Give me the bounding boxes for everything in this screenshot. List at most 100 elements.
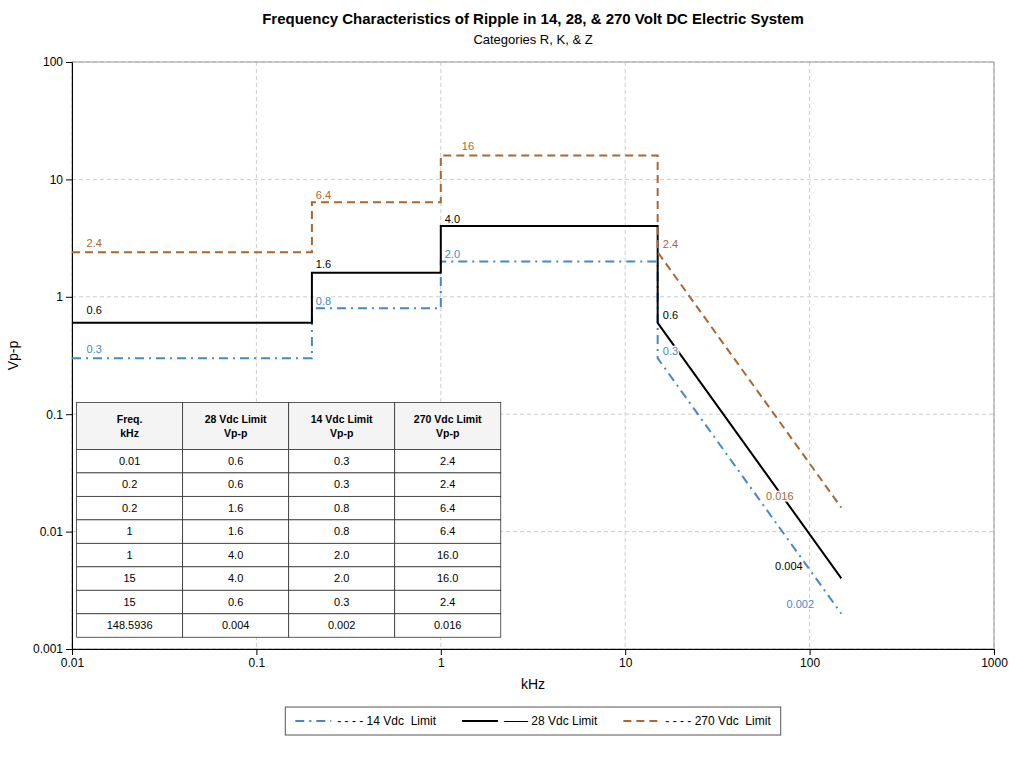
table-text: 4.0 [228, 572, 243, 584]
grid-line-x [809, 62, 810, 649]
tick-label: 100 [43, 55, 63, 69]
x-axis-tick: 0.1 [249, 649, 266, 670]
table-text: 0.002 [328, 619, 356, 631]
x-axis-tick: 100 [800, 649, 820, 670]
table-text: 16.0 [437, 572, 458, 584]
tick-mark [66, 62, 72, 63]
table-cell [183, 473, 289, 496]
table-header-text: Vp-p [330, 427, 353, 439]
annotation: 0.6 [663, 309, 678, 321]
tick-label: 1 [56, 290, 63, 304]
tick-mark [810, 649, 811, 655]
subtitle: Categories R, K, & Z [473, 32, 592, 47]
x-axis-tick: 10 [619, 649, 633, 670]
x-axis-tick: 1000 [981, 649, 1008, 670]
table-text: 148.5936 [107, 619, 153, 631]
legend-swatch [623, 720, 659, 722]
table-text: 0.016 [434, 619, 462, 631]
table-header-text: 28 Vdc Limit [205, 413, 267, 425]
legend: - - - - 14 Vdc Limit —— 28 Vdc Limit - - -… [285, 707, 780, 735]
y-axis-tick: 0.1 [46, 408, 72, 422]
table-text: 0.8 [334, 525, 349, 537]
table-cell [289, 614, 395, 637]
table-text: 0.3 [334, 455, 349, 467]
table-text: 15 [124, 572, 136, 584]
tick-label: 0.01 [61, 656, 85, 670]
legend-item: - - - - 270 Vdc Limit [623, 714, 771, 728]
annotation: 6.4 [316, 189, 331, 201]
table-text: 0.004 [222, 619, 250, 631]
tick-label: 0.1 [46, 408, 63, 422]
table-cell [395, 567, 501, 590]
table-cell [77, 543, 183, 566]
y-axis-tick: 100 [43, 55, 72, 69]
table-cell [289, 473, 395, 496]
table-text: 4.0 [228, 549, 243, 561]
grid-line-x [625, 62, 626, 649]
table-cell [77, 590, 183, 613]
table-text: 1.6 [228, 525, 243, 537]
table-text: 0.6 [228, 596, 243, 608]
table-text: 0.01 [119, 455, 140, 467]
table-text: 0.2 [122, 478, 137, 490]
annotation: 0.3 [87, 343, 102, 355]
grid [72, 62, 994, 649]
table-cell [183, 520, 289, 543]
tick-label: 10 [619, 656, 633, 670]
series-line [72, 261, 841, 613]
series-line [72, 226, 841, 578]
grid-line-y [72, 179, 994, 180]
table-cell [183, 590, 289, 613]
table-cell [289, 590, 395, 613]
table-text: 2.4 [440, 596, 455, 608]
annotation: 0.8 [316, 295, 331, 307]
table-cell [395, 543, 501, 566]
table-header-text: 270 Vdc Limit [414, 413, 482, 425]
table-cell [77, 496, 183, 519]
y-axis-tick: 1 [56, 290, 72, 304]
annotation: 0.6 [87, 304, 102, 316]
annotation: 4.0 [445, 213, 460, 225]
tick-mark [256, 649, 257, 655]
table-header-cell [395, 402, 501, 449]
y-axis-tick: 0.001 [33, 642, 72, 656]
table-text: 0.8 [334, 502, 349, 514]
table-cell [77, 449, 183, 472]
table-text: 2.4 [440, 455, 455, 467]
y-axis-tick: 10 [50, 173, 72, 187]
table-text: 0.3 [334, 596, 349, 608]
annotation: 2.4 [87, 237, 102, 249]
table-header-cell [183, 402, 289, 449]
annotation: 0.016 [766, 490, 794, 502]
table-text: 6.4 [440, 525, 455, 537]
table-text: 0.2 [122, 502, 137, 514]
table: Freq.kHz28 Vdc LimitVp-p14 Vdc LimitVp-p… [77, 402, 501, 637]
legend-item: - - - - 14 Vdc Limit [295, 714, 436, 728]
legend-label: —— 28 Vdc Limit [504, 714, 598, 728]
tick-mark [625, 649, 626, 655]
table-text: 1 [127, 525, 133, 537]
table-cell [183, 543, 289, 566]
table-text: 2.0 [334, 549, 349, 561]
legend-frame [285, 707, 780, 735]
tick-mark [66, 649, 72, 650]
annotations: 0.60.32.41.60.86.44.02.0160.60.32.40.004… [87, 140, 814, 610]
table-cell [77, 473, 183, 496]
y-axis-tick: 0.01 [40, 525, 72, 539]
annotation: 16 [462, 140, 474, 152]
legend-label: - - - - 270 Vdc Limit [665, 714, 771, 728]
table-cell [395, 449, 501, 472]
y-axis: 0.001 0.01 0.1 1 10 100 [33, 55, 73, 656]
y-axis-line [66, 63, 73, 650]
legend-swatch [295, 720, 331, 722]
tick-label: 100 [800, 656, 820, 670]
table-cell [395, 520, 501, 543]
table-text: 1 [127, 549, 133, 561]
x-axis-tick: 1 [438, 649, 445, 670]
table-header-text: Vp-p [436, 427, 459, 439]
tick-label: 0.001 [33, 642, 63, 656]
plot-frame [72, 62, 994, 649]
table-header-cell [77, 402, 183, 449]
table-cell [183, 567, 289, 590]
table-text: 16.0 [437, 549, 458, 561]
